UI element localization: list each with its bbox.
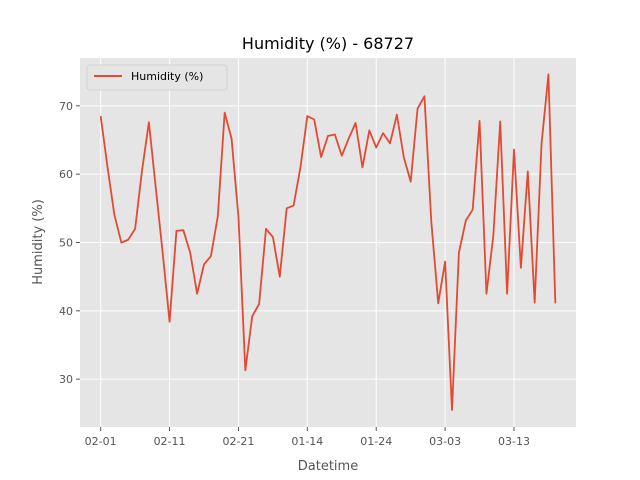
y-tick-label: 70 <box>59 100 73 113</box>
series-layer <box>99 73 557 411</box>
y-tick-label: 30 <box>59 373 73 386</box>
x-tick-label: 03-03 <box>429 435 461 448</box>
x-axis-ticks: 02-01 02-11 02-21 01-14 01-24 03-03 03-13 <box>85 427 530 448</box>
x-axis-label: Datetime <box>298 459 358 474</box>
y-axis-label: Humidity (%) <box>31 199 46 285</box>
legend: Humidity (%) <box>86 64 228 91</box>
legend-box <box>86 64 228 91</box>
y-axis-ticks: 30 40 50 60 70 <box>59 100 80 386</box>
x-tick-label: 03-13 <box>498 435 530 448</box>
y-tick-label: 50 <box>59 237 73 250</box>
series-line-humidity <box>99 73 557 411</box>
legend-label: Humidity (%) <box>131 70 203 83</box>
x-tick-label: 02-21 <box>222 435 254 448</box>
x-tick-label: 01-24 <box>360 435 392 448</box>
y-tick-label: 60 <box>59 168 73 181</box>
x-tick-label: 01-14 <box>291 435 323 448</box>
y-tick-label: 40 <box>59 305 73 318</box>
x-tick-label: 02-01 <box>85 435 117 448</box>
x-tick-label: 02-11 <box>154 435 186 448</box>
chart-title: Humidity (%) - 68727 <box>242 34 414 53</box>
